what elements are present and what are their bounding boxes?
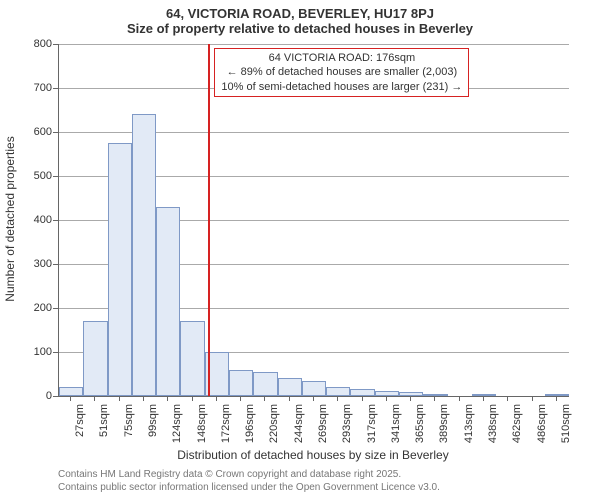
histogram-bar [156,207,180,396]
y-tick-label: 500 [22,170,52,182]
y-tick-mark [53,132,58,133]
histogram-bar [108,143,132,396]
x-tick-mark [119,396,120,401]
x-tick-mark [386,396,387,401]
y-tick-mark [53,352,58,353]
y-tick-label: 200 [22,302,52,314]
histogram-bar [83,321,107,396]
x-tick-label: 341sqm [390,404,402,443]
x-tick-mark [434,396,435,401]
x-tick-mark [459,396,460,401]
y-tick-label: 600 [22,126,52,138]
annotation-box: 64 VICTORIA ROAD: 176sqm← 89% of detache… [214,48,469,97]
y-tick-mark [53,220,58,221]
annotation-line: 64 VICTORIA ROAD: 176sqm [221,51,462,65]
x-tick-label: 413sqm [463,404,475,443]
histogram-bar [229,370,253,396]
x-tick-mark [362,396,363,401]
x-tick-mark [143,396,144,401]
x-tick-label: 269sqm [317,404,329,443]
x-tick-label: 51sqm [98,404,110,437]
x-tick-label: 172sqm [220,404,232,443]
x-tick-label: 75sqm [123,404,135,437]
x-tick-label: 99sqm [147,404,159,437]
footer-line-2: Contains public sector information licen… [58,481,440,494]
x-tick-label: 510sqm [560,404,572,443]
y-tick-label: 100 [22,346,52,358]
x-tick-label: 124sqm [171,404,183,443]
histogram-bar [399,392,423,396]
footer-attribution: Contains HM Land Registry data © Crown c… [58,468,440,494]
reference-line [208,44,210,396]
x-tick-label: 148sqm [196,404,208,443]
x-tick-mark [532,396,533,401]
x-tick-mark [264,396,265,401]
x-tick-mark [556,396,557,401]
x-tick-label: 220sqm [268,404,280,443]
plot-area: 64 VICTORIA ROAD: 176sqm← 89% of detache… [58,44,569,397]
chart-container: 64, VICTORIA ROAD, BEVERLEY, HU17 8PJ Si… [0,0,600,500]
y-tick-mark [53,308,58,309]
y-tick-mark [53,396,58,397]
annotation-line: 10% of semi-detached houses are larger (… [221,80,462,94]
chart-title-sub: Size of property relative to detached ho… [0,21,600,40]
y-tick-label: 0 [22,390,52,402]
y-tick-mark [53,176,58,177]
x-tick-mark [410,396,411,401]
x-tick-label: 462sqm [511,404,523,443]
x-axis-label: Distribution of detached houses by size … [58,448,568,462]
histogram-bar [180,321,204,396]
chart-title-main: 64, VICTORIA ROAD, BEVERLEY, HU17 8PJ [0,0,600,21]
x-tick-label: 244sqm [293,404,305,443]
x-tick-label: 389sqm [438,404,450,443]
y-tick-mark [53,88,58,89]
histogram-bar [59,387,83,396]
gridline [59,44,569,45]
annotation-line: ← 89% of detached houses are smaller (2,… [221,65,462,79]
x-tick-label: 317sqm [366,404,378,443]
x-tick-mark [289,396,290,401]
histogram-bar [545,394,569,396]
y-tick-label: 300 [22,258,52,270]
x-tick-label: 365sqm [414,404,426,443]
y-tick-mark [53,264,58,265]
x-tick-label: 293sqm [341,404,353,443]
y-tick-label: 700 [22,82,52,94]
histogram-bar [278,378,302,396]
x-tick-mark [192,396,193,401]
x-tick-mark [313,396,314,401]
x-tick-mark [240,396,241,401]
footer-line-1: Contains HM Land Registry data © Crown c… [58,468,440,481]
y-tick-mark [53,44,58,45]
x-tick-mark [94,396,95,401]
histogram-bar [302,381,326,396]
x-tick-mark [216,396,217,401]
x-tick-label: 27sqm [74,404,86,437]
x-tick-label: 486sqm [536,404,548,443]
x-tick-mark [483,396,484,401]
x-tick-mark [507,396,508,401]
histogram-bar [350,389,374,396]
histogram-bar [253,372,277,396]
histogram-bar [423,394,447,396]
histogram-bar [326,387,350,396]
histogram-bar [375,391,399,396]
y-axis-label: Number of detached properties [3,129,17,309]
y-tick-label: 400 [22,214,52,226]
x-tick-mark [167,396,168,401]
y-tick-label: 800 [22,38,52,50]
x-tick-label: 196sqm [244,404,256,443]
x-tick-label: 438sqm [487,404,499,443]
x-tick-mark [70,396,71,401]
histogram-bar [132,114,156,396]
x-tick-mark [337,396,338,401]
